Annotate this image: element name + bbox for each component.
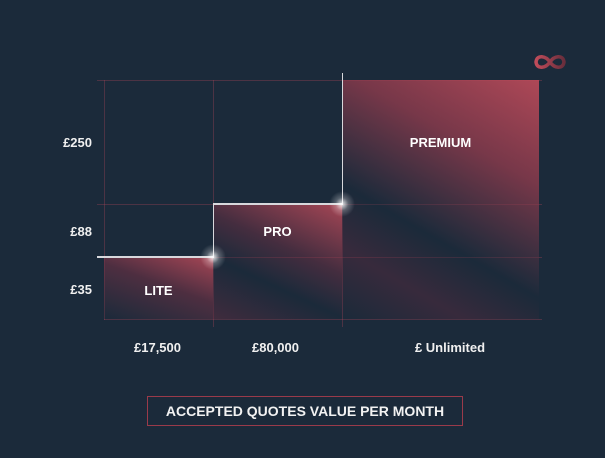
glow-point <box>200 244 226 270</box>
glow-point <box>329 191 355 217</box>
y-label: £250 <box>63 135 92 150</box>
infinity-icon <box>534 55 566 69</box>
x-axis-title: ACCEPTED QUOTES VALUE PER MONTH <box>147 396 463 426</box>
tier-name: PRO <box>263 224 292 239</box>
x-label: £17,500 <box>134 340 181 355</box>
x-label: £ Unlimited <box>414 340 486 355</box>
x-label: £80,000 <box>252 340 299 355</box>
tier-name: PREMIUM <box>409 135 472 150</box>
tier-premium: PREMIUM <box>342 80 539 319</box>
tier-lite: LITE <box>104 257 213 319</box>
tier-name: LITE <box>144 283 173 298</box>
y-label: £88 <box>70 224 92 239</box>
step-line <box>341 73 343 204</box>
y-axis-line <box>104 80 105 320</box>
y-label: £35 <box>70 282 92 297</box>
tier-pro: PRO <box>213 204 342 319</box>
step-line <box>97 256 214 258</box>
gridline <box>97 80 542 81</box>
step-line <box>213 203 343 205</box>
step-line <box>212 204 214 257</box>
x-axis-line <box>104 319 542 320</box>
